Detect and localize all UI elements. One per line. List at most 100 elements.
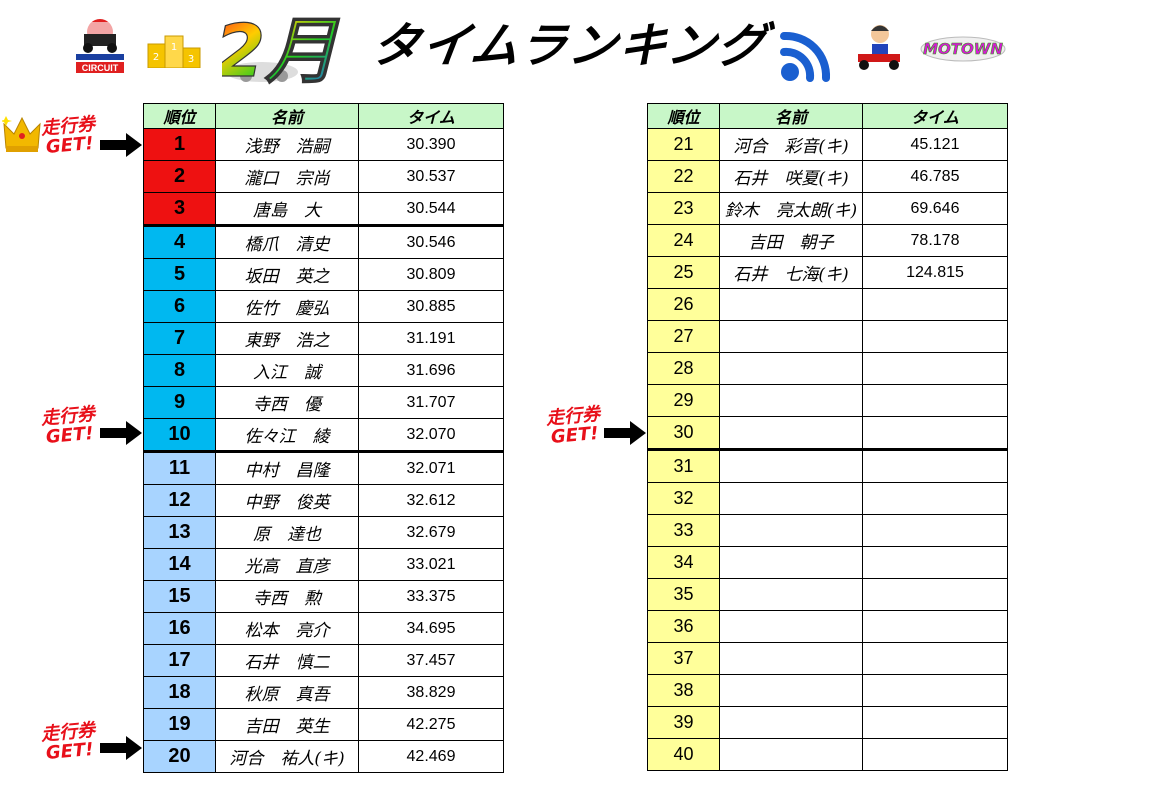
- time-cell: 38.829: [358, 676, 504, 709]
- table-row: 24 吉田 朝子 78.178: [647, 224, 1008, 257]
- rank-cell: 35: [647, 578, 720, 611]
- rank-cell: 25: [647, 256, 720, 289]
- rank-cell: 4: [143, 224, 216, 259]
- time-cell: [862, 288, 1008, 321]
- ticket-label-line2: GET!: [550, 422, 600, 448]
- table-row: 25 石井 七海(キ) 124.815: [647, 256, 1008, 289]
- time-cell: [862, 514, 1008, 547]
- table-row: 36: [647, 610, 1008, 643]
- table-row: 2 瀧口 宗尚 30.537: [143, 160, 504, 193]
- rank-cell: 10: [143, 418, 216, 452]
- rank-cell: 7: [143, 322, 216, 355]
- time-cell: 30.544: [358, 192, 504, 226]
- name-cell: [719, 416, 863, 450]
- column-header-rank: 順位: [143, 103, 216, 129]
- time-cell: 32.679: [358, 516, 504, 549]
- rank-cell: 30: [647, 416, 720, 450]
- name-cell: 中村 昌隆: [215, 450, 359, 485]
- ticket-get-label-4: 走行券 GET!: [545, 404, 602, 448]
- name-cell: 鈴木 亮太朗(キ): [719, 192, 863, 225]
- name-cell: [719, 288, 863, 321]
- time-cell: 30.546: [358, 224, 504, 259]
- time-cell: [862, 578, 1008, 611]
- table-row: 40: [647, 738, 1008, 771]
- name-cell: [719, 738, 863, 771]
- table-row: 21 河合 彩音(キ) 45.121: [647, 128, 1008, 161]
- circuit-logo-text: CIRCUIT: [82, 63, 119, 73]
- table-row: 15 寺西 勲 33.375: [143, 580, 504, 613]
- rank-cell: 39: [647, 706, 720, 739]
- name-cell: 河合 彩音(キ): [719, 128, 863, 161]
- motown-logo-text: MOTOWN: [923, 40, 1003, 58]
- time-cell: [862, 482, 1008, 515]
- table-row: 32: [647, 482, 1008, 515]
- table-row: 1 浅野 浩嗣 30.390: [143, 128, 504, 161]
- rank-cell: 6: [143, 290, 216, 323]
- table-row: 35: [647, 578, 1008, 611]
- month-text: 2月: [222, 9, 340, 90]
- time-cell: [862, 384, 1008, 417]
- rank-cell: 27: [647, 320, 720, 353]
- rank-cell: 15: [143, 580, 216, 613]
- time-cell: 30.537: [358, 160, 504, 193]
- rank-cell: 11: [143, 450, 216, 485]
- name-cell: [719, 384, 863, 417]
- name-cell: 瀧口 宗尚: [215, 160, 359, 193]
- rank-cell: 22: [647, 160, 720, 193]
- time-cell: [862, 642, 1008, 675]
- name-cell: 吉田 朝子: [719, 224, 863, 257]
- column-header-name: 名前: [719, 103, 863, 129]
- table-row: 20 河合 祐人(キ) 42.469: [143, 740, 504, 773]
- table-row: 33: [647, 514, 1008, 547]
- arrow-right-icon: [100, 736, 142, 760]
- time-cell: 32.612: [358, 484, 504, 517]
- arrow-right-icon: [604, 421, 646, 445]
- name-cell: 石井 慎二: [215, 644, 359, 677]
- name-cell: [719, 482, 863, 515]
- name-cell: 中野 俊英: [215, 484, 359, 517]
- time-cell: [862, 320, 1008, 353]
- table-row: 30: [647, 416, 1008, 450]
- table-row: 3 唐島 大 30.544: [143, 192, 504, 226]
- time-cell: 32.071: [358, 450, 504, 485]
- rank-cell: 33: [647, 514, 720, 547]
- time-cell: 33.021: [358, 548, 504, 581]
- crown-icon: [2, 116, 41, 152]
- time-cell: 31.191: [358, 322, 504, 355]
- kart-driver-icon: [858, 25, 900, 70]
- time-cell: 30.390: [358, 128, 504, 161]
- name-cell: 秋原 真吾: [215, 676, 359, 709]
- name-cell: [719, 546, 863, 579]
- time-cell: [862, 738, 1008, 771]
- time-cell: 31.707: [358, 386, 504, 419]
- name-cell: 河合 祐人(キ): [215, 740, 359, 773]
- column-header-name: 名前: [215, 103, 359, 129]
- column-header-time: タイム: [358, 103, 504, 129]
- svg-text:2: 2: [153, 52, 159, 63]
- table-row: 27: [647, 320, 1008, 353]
- name-cell: [719, 448, 863, 483]
- time-cell: [862, 674, 1008, 707]
- name-cell: [719, 514, 863, 547]
- table-row: 28: [647, 352, 1008, 385]
- column-header-time: タイム: [862, 103, 1008, 129]
- table-row: 22 石井 咲夏(キ) 46.785: [647, 160, 1008, 193]
- table-row: 31: [647, 448, 1008, 483]
- table-row: 16 松本 亮介 34.695: [143, 612, 504, 645]
- name-cell: 吉田 英生: [215, 708, 359, 741]
- time-cell: [862, 610, 1008, 643]
- wifi-icon: [780, 31, 831, 82]
- table-header-row: 順位 名前 タイム: [143, 103, 504, 129]
- table-header-row: 順位 名前 タイム: [647, 103, 1008, 129]
- ticket-label-line2: GET!: [45, 738, 95, 764]
- rank-cell: 19: [143, 708, 216, 741]
- circuit-logo-icon: CIRCUIT: [74, 16, 126, 74]
- table-row: 9 寺西 優 31.707: [143, 386, 504, 419]
- name-cell: 東野 浩之: [215, 322, 359, 355]
- rank-cell: 2: [143, 160, 216, 193]
- time-cell: 42.275: [358, 708, 504, 741]
- name-cell: 松本 亮介: [215, 612, 359, 645]
- name-cell: 光高 直彦: [215, 548, 359, 581]
- column-header-rank: 順位: [647, 103, 720, 129]
